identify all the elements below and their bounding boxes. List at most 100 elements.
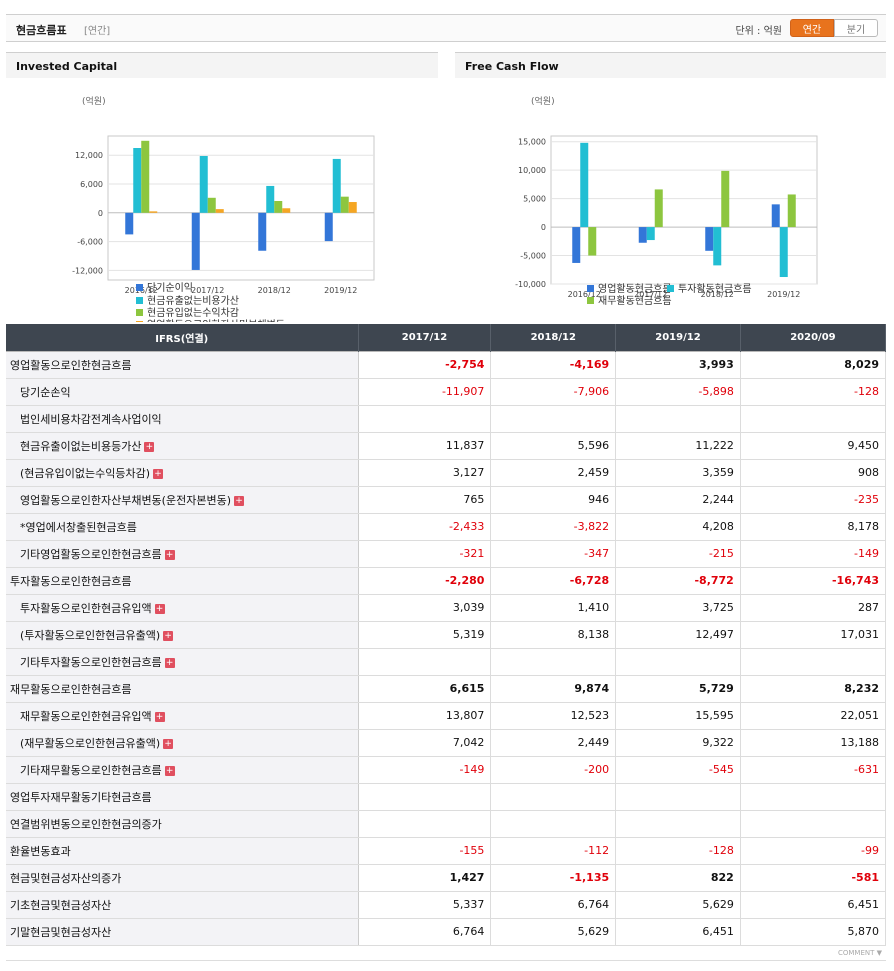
table-row: 연결범위변동으로인한현금의증가 <box>6 810 887 838</box>
quarter-toggle-button[interactable]: 분기 <box>834 19 878 37</box>
table-cell: 3,725 <box>615 594 741 622</box>
table-cell: -149 <box>358 756 492 784</box>
table-cell: 8,178 <box>740 513 887 541</box>
row-label: 재무활동으로인한현금유입액 + <box>6 702 359 730</box>
expand-plus-icon[interactable]: + <box>153 468 164 479</box>
table-row: *영업에서창출된현금흐름 -2,433 -3,822 4,208 8,178 <box>6 513 887 541</box>
expand-plus-icon[interactable]: + <box>163 630 174 641</box>
table-cell: 6,451 <box>615 918 741 946</box>
annual-toggle-button[interactable]: 연간 <box>790 19 834 37</box>
table-row: 영업활동으로인한현금흐름 -2,754 -4,169 3,993 8,029 <box>6 350 887 379</box>
table-cell: 8,029 <box>740 350 887 379</box>
expand-plus-icon[interactable]: + <box>233 495 244 506</box>
expand-plus-icon[interactable]: + <box>164 765 175 776</box>
row-label-text: 기타재무활동으로인한현금흐름 <box>20 763 162 777</box>
unit-label: 단위 : 억원 <box>735 26 782 37</box>
legend-swatch <box>136 284 143 291</box>
table-cell: -155 <box>358 837 492 865</box>
row-label-text: 영업활동으로인한자산부채변동(운전자본변동) <box>20 493 231 507</box>
comment-toggle-button[interactable]: COMMENT ▼ <box>837 949 882 957</box>
row-label: 투자활동으로인한현금유입액 + <box>6 594 359 622</box>
expand-plus-icon[interactable]: + <box>154 711 165 722</box>
table-header-row: IFRS(연결) 2017/12 2018/12 2019/12 2020/09 <box>6 324 887 351</box>
table-cell: -2,280 <box>358 566 492 595</box>
row-label-text: 재무활동으로인한현금유입액 <box>20 709 152 723</box>
table-cell: 9,874 <box>490 674 617 703</box>
y-tick-label: 5,000 <box>523 195 546 204</box>
table-cell: 11,837 <box>358 432 492 460</box>
y-tick-label: 6,000 <box>80 180 103 189</box>
free-cash-flow-panel: Free Cash Flow (억원) 15,000 10,000 5,000 0 -5,… <box>455 52 886 322</box>
row-label: 영업활동으로인한자산부채변동(운전자본변동) + <box>6 486 359 514</box>
table-cell: 15,595 <box>615 702 741 730</box>
table-cell: 908 <box>740 459 887 487</box>
row-label-text: 법인세비용차감전계속사업이익 <box>20 412 162 426</box>
table-cell: -321 <box>358 540 492 568</box>
row-label: 기타재무활동으로인한현금흐름 + <box>6 756 359 784</box>
expand-plus-icon[interactable]: + <box>154 603 165 614</box>
ifrs-header: IFRS(연결) <box>6 324 359 351</box>
table-cell: 6,451 <box>740 891 887 919</box>
bar <box>638 227 647 243</box>
table-row: 당기순손익 -11,907 -7,906 -5,898 -128 <box>6 378 887 406</box>
free-cash-flow-chart: (억원) 15,000 10,000 5,000 0 -5,000 -10,000 2016/… <box>515 95 818 307</box>
table-cell <box>358 405 492 433</box>
expand-plus-icon[interactable]: + <box>163 738 174 749</box>
expand-plus-icon[interactable]: + <box>164 657 175 668</box>
table-cell: -215 <box>615 540 741 568</box>
row-label: 기말현금및현금성자산 <box>6 918 359 946</box>
row-label-text: *영업에서창출된현금흐름 <box>20 520 137 534</box>
plot-frame <box>107 135 375 281</box>
table-cell: -7,906 <box>490 378 617 406</box>
row-label-text: 재무활동으로인한현금흐름 <box>10 682 132 696</box>
table-cell <box>740 405 887 433</box>
table-cell: -2,433 <box>358 513 492 541</box>
row-label: 재무활동으로인한현금흐름 <box>6 674 359 703</box>
table-cell <box>740 783 887 811</box>
table-cell: 7,042 <box>358 729 492 757</box>
legend-label: 재무활동현금흐름 <box>598 294 672 307</box>
legend-swatch <box>587 285 594 292</box>
table-row: 기타투자활동으로인한현금흐름 + <box>6 648 887 676</box>
bar <box>199 155 208 213</box>
y-tick-label: -6,000 <box>77 238 103 247</box>
table-cell: -2,754 <box>358 350 492 379</box>
x-tick-label: 2017/12 <box>634 290 667 299</box>
table-cell: 22,051 <box>740 702 887 730</box>
row-label: 법인세비용차감전계속사업이익 <box>6 405 359 433</box>
table-cell: -149 <box>740 540 887 568</box>
table-row: 투자활동으로인한현금흐름 -2,280 -6,728 -8,772 -16,743 <box>6 566 887 595</box>
row-label: 현금유출이없는비용등가산 + <box>6 432 359 460</box>
table-cell: -235 <box>740 486 887 514</box>
column-header: 2019/12 <box>615 324 741 351</box>
period-subtitle: [연간] <box>84 26 111 37</box>
table-cell: 5,629 <box>490 918 617 946</box>
column-header: 2020/09 <box>740 324 887 351</box>
table-cell: 5,870 <box>740 918 887 946</box>
bar <box>207 197 216 213</box>
legend-label: 영업활동으로인한자산및부채변동 <box>147 318 285 322</box>
bar <box>572 227 581 263</box>
table-cell: -200 <box>490 756 617 784</box>
table-row: 재무활동으로인한현금흐름 6,615 9,874 5,729 8,232 <box>6 674 887 703</box>
expand-plus-icon[interactable]: + <box>164 549 175 560</box>
row-label: 투자활동으로인한현금흐름 <box>6 566 359 595</box>
table-cell: 4,208 <box>615 513 741 541</box>
expand-plus-icon[interactable]: + <box>144 441 155 452</box>
table-cell: 13,807 <box>358 702 492 730</box>
y-tick-label: 12,000 <box>75 151 103 160</box>
table-cell: 765 <box>358 486 492 514</box>
statement-header: 현금흐름표 [연간] 단위 : 억원 연간 분기 <box>6 14 886 42</box>
table-cell <box>490 783 617 811</box>
table-cell: -347 <box>490 540 617 568</box>
table-cell: 5,337 <box>358 891 492 919</box>
table-cell: -4,169 <box>490 350 617 379</box>
table-cell: 1,410 <box>490 594 617 622</box>
bar <box>141 140 150 213</box>
table-cell: 5,729 <box>615 674 741 703</box>
bar <box>340 196 349 213</box>
column-header: 2018/12 <box>490 324 617 351</box>
x-tick-label: 2018/12 <box>701 290 734 299</box>
table-cell: -11,907 <box>358 378 492 406</box>
row-label-text: 기타투자활동으로인한현금흐름 <box>20 655 162 669</box>
